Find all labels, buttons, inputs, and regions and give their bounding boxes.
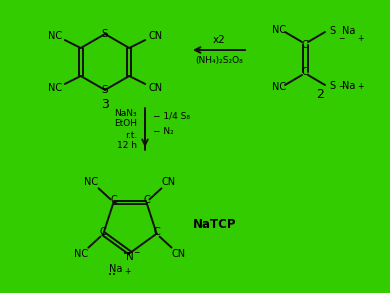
Text: C: C [110,195,117,205]
Text: ••: •• [123,251,131,257]
Text: x2: x2 [213,35,225,45]
Text: C: C [301,40,308,50]
Text: Na: Na [109,264,123,274]
Text: Na: Na [342,26,356,36]
Text: C: C [143,195,150,205]
Text: 3: 3 [101,98,109,110]
Text: S: S [329,26,335,36]
Text: (NH₄)₂S₂O₈: (NH₄)₂S₂O₈ [195,55,243,64]
Text: −: − [133,248,139,258]
Text: +: + [357,34,363,43]
Text: S: S [102,29,108,39]
Text: − 1/4 S₈: − 1/4 S₈ [153,112,190,120]
Text: NC: NC [48,31,62,41]
Text: N: N [126,252,134,262]
Text: EtOH: EtOH [114,120,137,129]
Text: S: S [102,85,108,95]
Text: +: + [124,267,130,276]
Text: C: C [301,67,308,77]
Text: C: C [100,227,107,237]
Text: S: S [329,81,335,91]
Text: Na: Na [342,81,356,91]
Text: CN: CN [161,177,176,187]
Text: CN: CN [148,31,162,41]
Text: NC: NC [272,25,286,35]
Text: NaTCP: NaTCP [193,219,237,231]
Text: 12 h: 12 h [117,142,137,151]
Text: NC: NC [74,249,89,259]
Text: r.t.: r.t. [125,130,137,139]
Text: −: − [338,34,344,43]
Text: C: C [153,227,160,237]
Text: CN: CN [172,249,186,259]
Text: NaN₃: NaN₃ [114,108,137,117]
Text: −: − [338,82,344,91]
Text: +: + [357,82,363,91]
Text: NC: NC [272,82,286,92]
Text: NC: NC [85,177,99,187]
Text: ••: •• [108,272,116,278]
Text: − N₂: − N₂ [153,127,174,137]
Text: NC: NC [48,83,62,93]
Text: CN: CN [148,83,162,93]
Text: 2: 2 [316,88,324,100]
